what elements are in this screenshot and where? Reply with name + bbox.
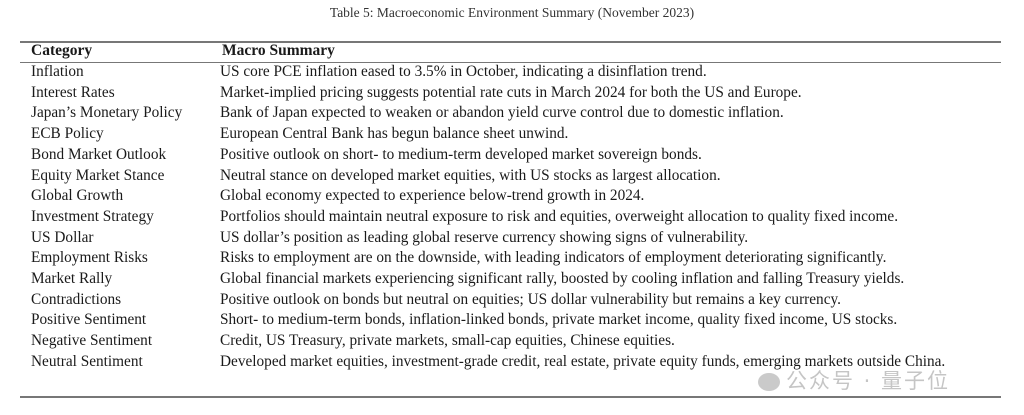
summary-cell: Risks to employment are on the downside,…	[220, 249, 887, 267]
category-cell: Employment Risks	[31, 249, 148, 267]
summary-cell: Market-implied pricing suggests potentia…	[220, 83, 802, 101]
top-rule	[20, 41, 1001, 43]
category-cell: US Dollar	[31, 228, 94, 246]
category-cell: Market Rally	[31, 270, 113, 287]
summary-cell: Bank of Japan expected to weaken or aban…	[220, 104, 784, 122]
summary-cell: US dollar’s position as leading global r…	[220, 228, 749, 246]
summary-cell: US core PCE inflation eased to 3.5% in O…	[220, 63, 707, 80]
category-cell: Bond Market Outlook	[31, 145, 167, 163]
summary-cell: Global economy expected to experience be…	[220, 187, 645, 205]
header-rule	[20, 62, 1001, 63]
summary-cell: Global financial markets experiencing si…	[220, 270, 905, 287]
summary-cell: Portfolios should maintain neutral expos…	[220, 207, 899, 225]
header-summary: Macro Summary	[222, 42, 335, 59]
wechat-icon	[758, 373, 780, 391]
summary-cell: Neutral stance on developed market equit…	[220, 166, 721, 184]
category-cell: Positive Sentiment	[31, 311, 147, 329]
category-cell: Contradictions	[31, 290, 122, 308]
category-cell: Negative Sentiment	[31, 332, 153, 350]
summary-cell: European Central Bank has begun balance …	[220, 125, 569, 143]
category-cell: Japan’s Monetary Policy	[31, 104, 183, 122]
category-cell: Global Growth	[31, 187, 124, 205]
summary-cell: Credit, US Treasury, private markets, sm…	[220, 332, 675, 350]
summary-cell: Developed market equities, investment-gr…	[220, 352, 946, 370]
bottom-rule	[20, 396, 1001, 398]
summary-cell: Positive outlook on bonds but neutral on…	[220, 290, 841, 308]
category-cell: Interest Rates	[31, 83, 115, 101]
watermark-text: 公众号 · 量子位	[786, 369, 951, 393]
summary-cell: Short- to medium-term bonds, inflation-l…	[220, 311, 898, 329]
category-cell: Neutral Sentiment	[31, 352, 143, 370]
summary-cell: Positive outlook on short- to medium-ter…	[220, 145, 702, 163]
table-caption: Table 5: Macroeconomic Environment Summa…	[329, 5, 695, 20]
category-cell: Inflation	[31, 63, 84, 80]
watermark: 公众号 · 量子位	[758, 365, 950, 395]
header-category: Category	[31, 42, 93, 59]
category-cell: ECB Policy	[31, 125, 104, 143]
category-cell: Equity Market Stance	[31, 166, 165, 184]
category-cell: Investment Strategy	[31, 207, 154, 225]
